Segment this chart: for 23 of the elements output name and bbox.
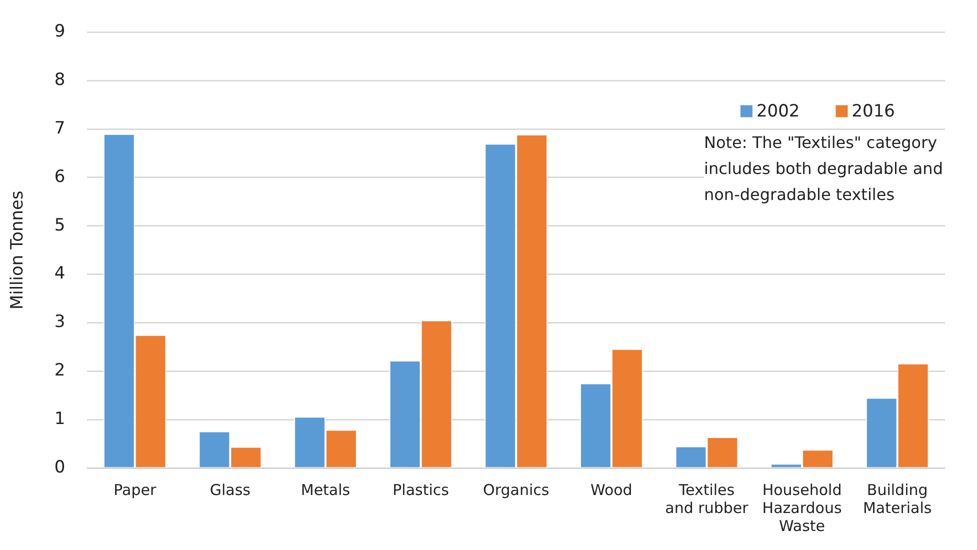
x-tick-label: Building Materials	[862, 480, 932, 517]
x-tick-label: Glass	[210, 480, 251, 499]
x-tick-label: Organics	[483, 480, 550, 499]
y-tick-label: 6	[54, 166, 66, 187]
legend-label: 2016	[852, 102, 895, 122]
y-axis-title: Million Tonnes	[8, 190, 28, 310]
x-tick-label: Wood	[590, 480, 632, 499]
annotation: Note: The "Textiles" category includes both degradable and non-degradable textiles	[704, 130, 976, 208]
y-tick-label: 9	[54, 22, 66, 42]
legend-label: 2002	[756, 102, 800, 122]
y-tick-label: 1	[54, 409, 66, 429]
x-tick-label: Plastics	[392, 480, 450, 499]
x-tick-label: Metals	[300, 480, 350, 499]
y-tick-label: 4	[54, 264, 66, 284]
y-tick-label: 2	[54, 360, 66, 381]
y-tick-label: 5	[54, 215, 66, 236]
x-tick-label: Household Hazardous Waste	[762, 480, 842, 535]
y-tick-label: 7	[54, 118, 66, 138]
y-tick-label: 8	[54, 70, 66, 90]
x-tick-label: Textiles and rubber	[665, 480, 750, 517]
x-tick-label: Paper	[114, 480, 157, 499]
y-tick-label: 3	[54, 312, 66, 332]
y-tick-label: 0	[54, 457, 66, 478]
